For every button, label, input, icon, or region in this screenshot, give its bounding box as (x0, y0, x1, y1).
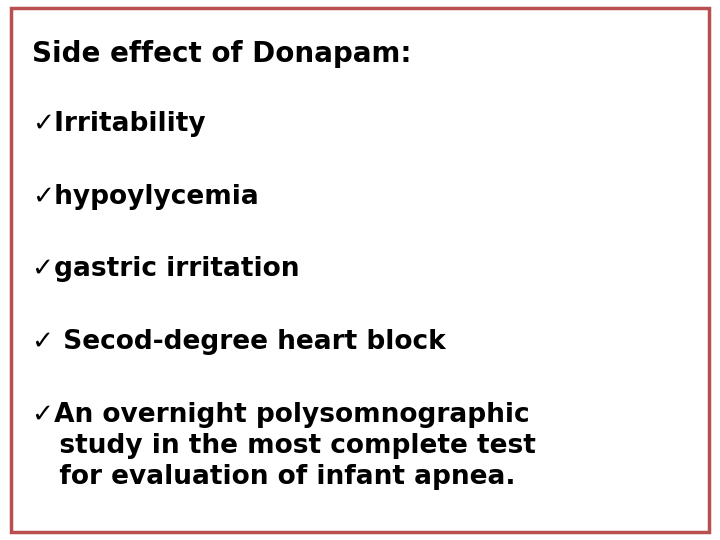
Text: ✓An overnight polysomnographic
   study in the most complete test
   for evaluat: ✓An overnight polysomnographic study in … (32, 402, 536, 490)
Text: ✓Irritability: ✓Irritability (32, 111, 206, 137)
Text: ✓hypoylycemia: ✓hypoylycemia (32, 184, 259, 210)
FancyBboxPatch shape (11, 8, 709, 532)
Text: Side effect of Donapam:: Side effect of Donapam: (32, 40, 412, 69)
Text: ✓gastric irritation: ✓gastric irritation (32, 256, 300, 282)
Text: ✓ Secod-degree heart block: ✓ Secod-degree heart block (32, 329, 446, 355)
